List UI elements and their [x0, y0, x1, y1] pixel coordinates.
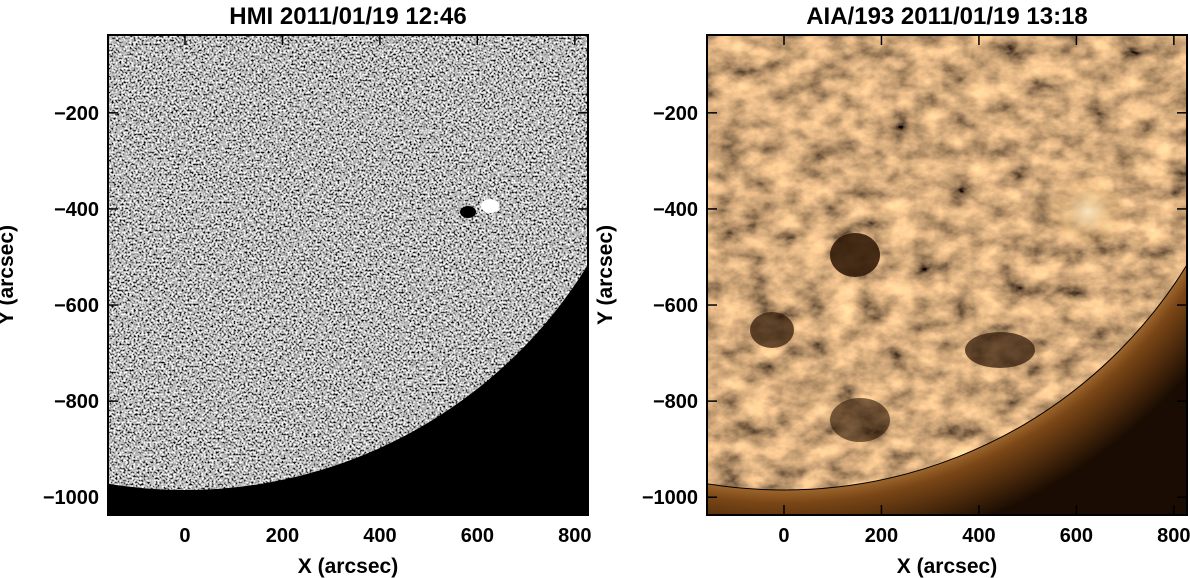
- y-tick-label: −600: [653, 295, 698, 317]
- aia-limb: [707, 263, 1187, 491]
- x-tick-label: 200: [266, 525, 299, 547]
- x-tick-label: 0: [179, 525, 190, 547]
- aia-coronal-hole: [750, 312, 794, 348]
- y-tick-label: −600: [54, 295, 99, 317]
- aia-active-region: [1050, 178, 1126, 246]
- y-tick-label: −1000: [43, 487, 99, 509]
- x-tick-label: 600: [461, 525, 494, 547]
- hmi-panel: [108, 35, 588, 515]
- hmi-title: HMI 2011/01/19 12:46: [229, 3, 467, 30]
- hmi-ylabel: Y (arcsec): [0, 225, 18, 325]
- x-tick-label: 0: [778, 525, 789, 547]
- x-tick-label: 800: [558, 525, 591, 547]
- x-tick-label: 600: [1060, 525, 1093, 547]
- y-tick-label: −200: [653, 103, 698, 125]
- x-tick-label: 800: [1157, 525, 1190, 547]
- aia-coronal-hole: [830, 233, 880, 277]
- aia-frame: [706, 34, 1188, 516]
- hmi-frame: [107, 34, 589, 516]
- hmi-active-region-positive: [481, 199, 499, 213]
- aia-title: AIA/193 2011/01/19 13:18: [806, 3, 1088, 30]
- aia-ylabel: Y (arcsec): [594, 225, 617, 325]
- aia-panel: [707, 35, 1187, 515]
- aia-coronal-hole: [965, 332, 1035, 368]
- y-tick-label: −800: [653, 391, 698, 413]
- aia-coronal-hole: [830, 398, 890, 442]
- y-tick-label: −800: [54, 391, 99, 413]
- x-tick-label: 200: [865, 525, 898, 547]
- x-tick-label: 400: [363, 525, 396, 547]
- y-tick-label: −1000: [642, 487, 698, 509]
- hmi-xlabel: X (arcsec): [298, 555, 398, 578]
- y-tick-label: −200: [54, 103, 99, 125]
- aia-xlabel: X (arcsec): [897, 555, 997, 578]
- hmi-active-region-negative: [460, 206, 476, 218]
- x-tick-label: 400: [962, 525, 995, 547]
- y-tick-label: −400: [54, 199, 99, 221]
- y-tick-label: −400: [653, 199, 698, 221]
